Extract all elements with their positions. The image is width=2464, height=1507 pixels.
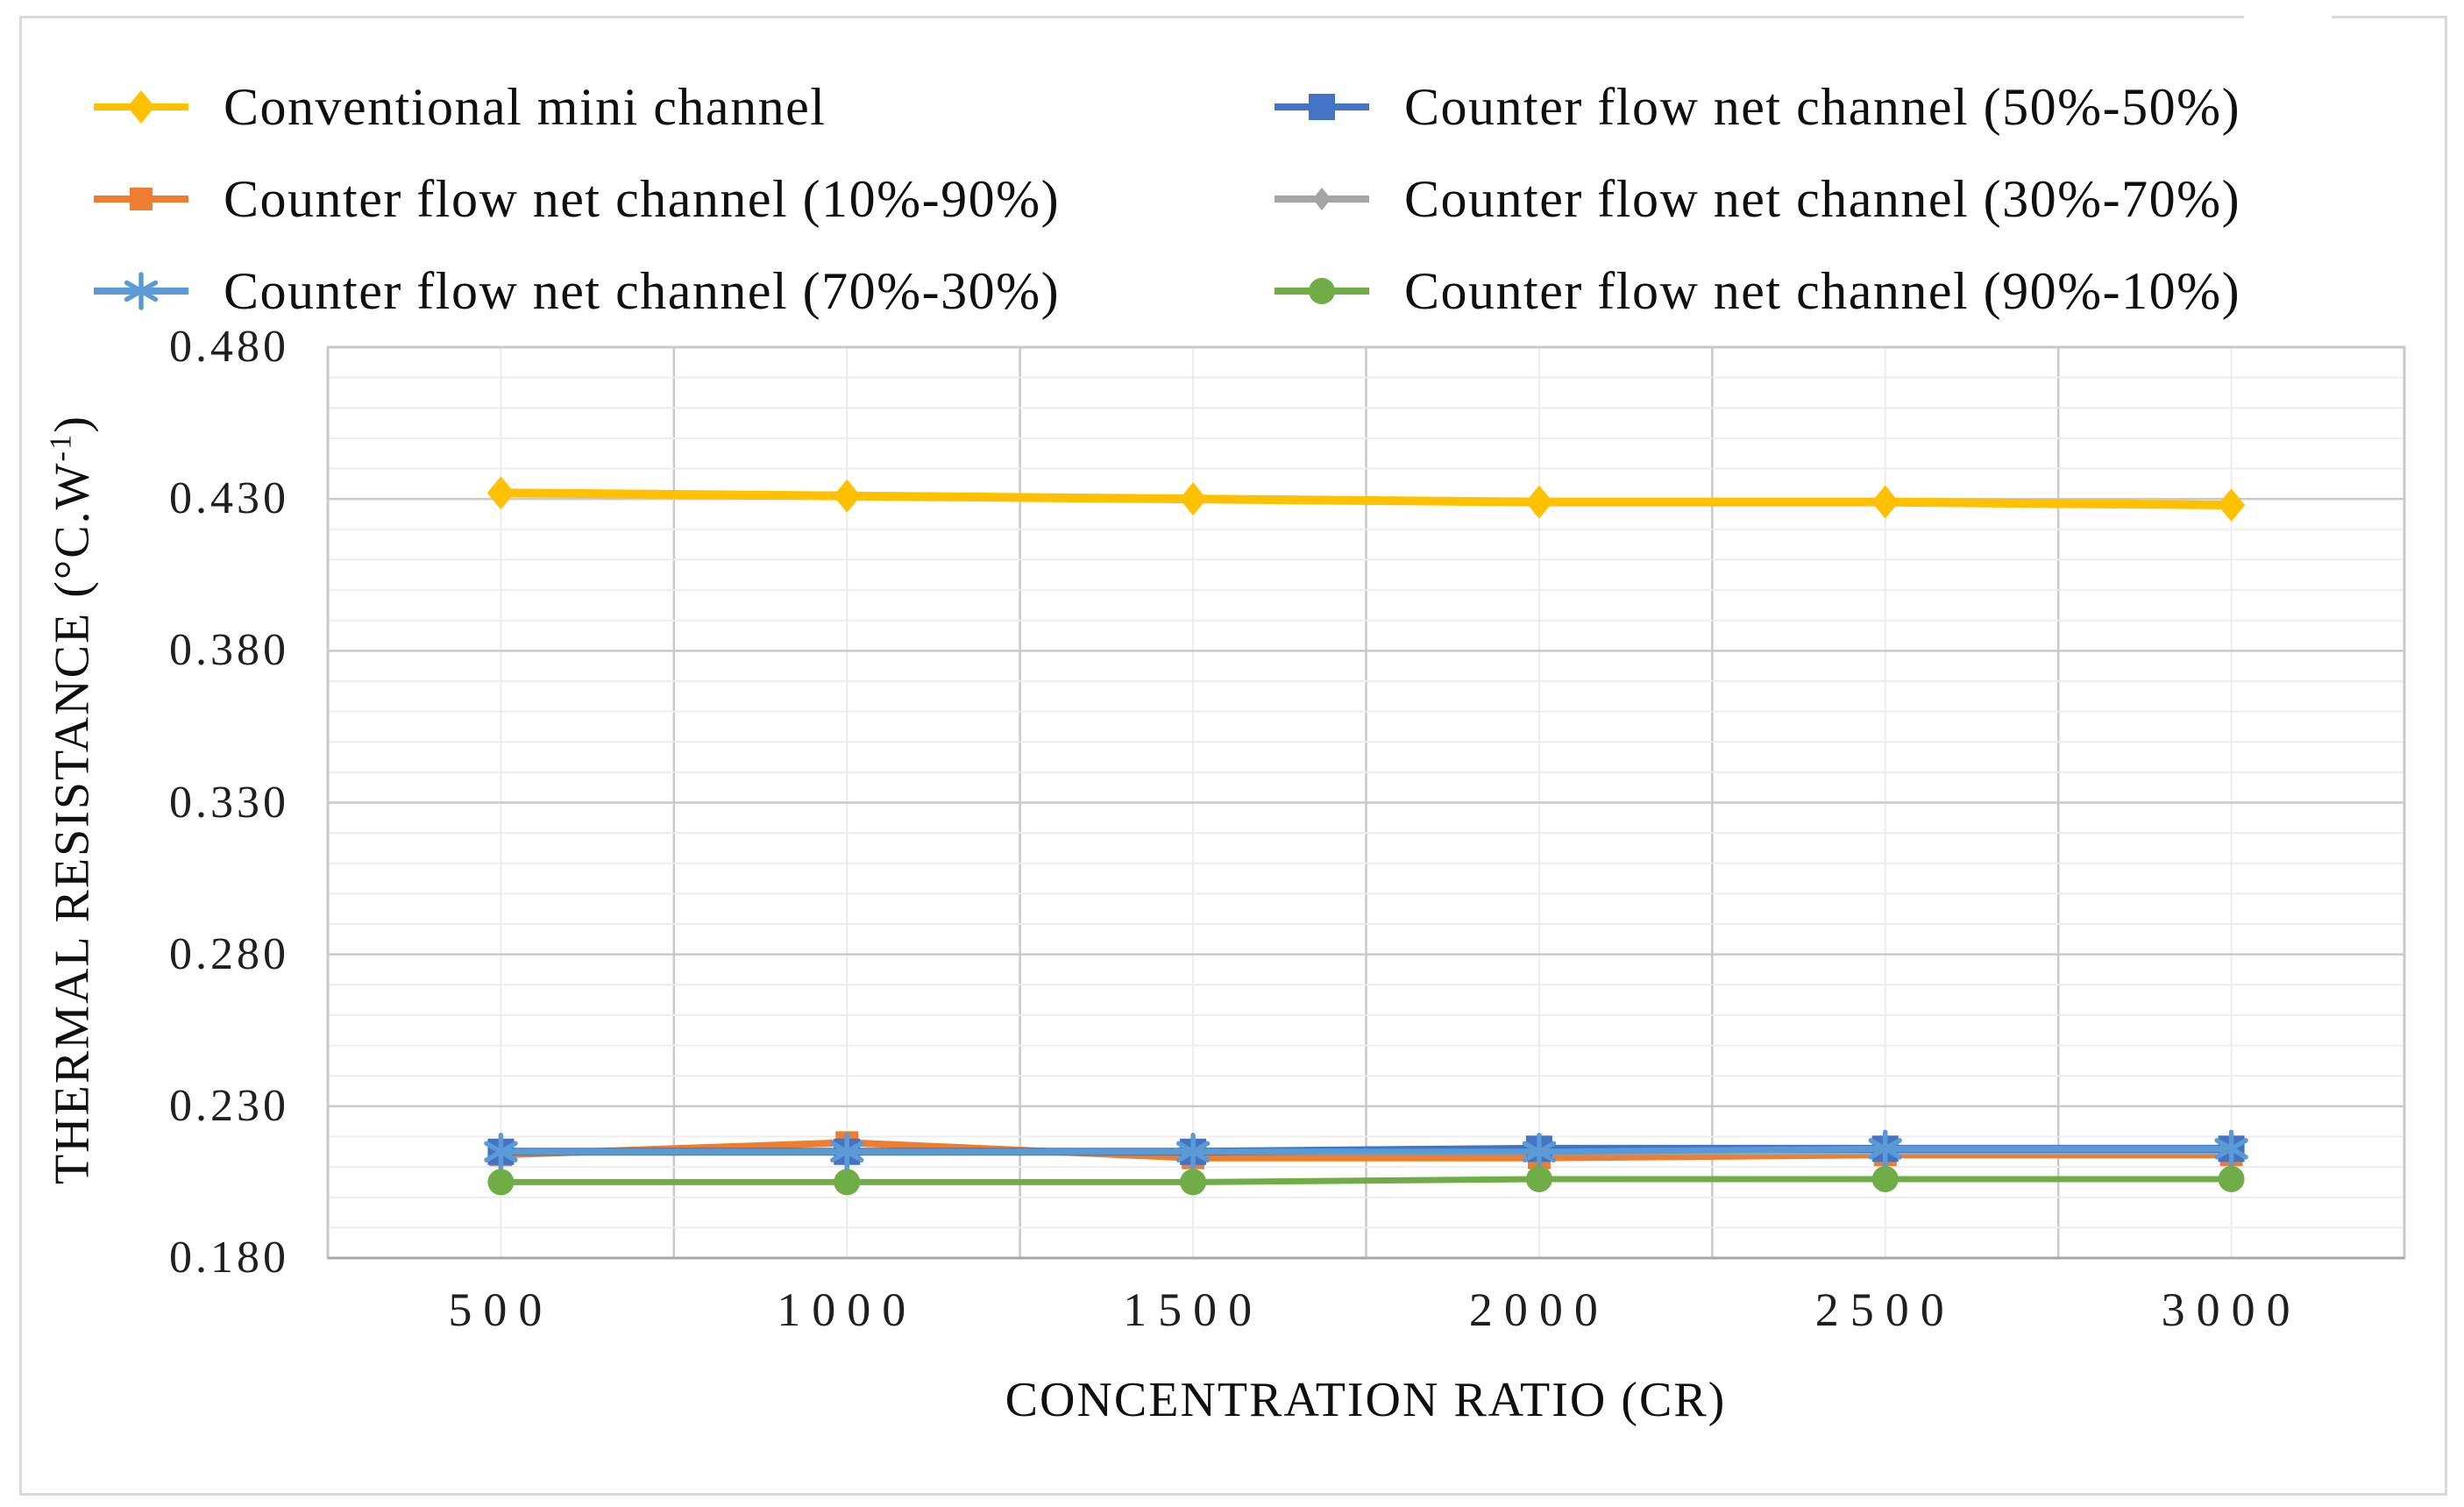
- asterisk-marker-icon: [94, 272, 188, 310]
- series-line: [496, 488, 2236, 510]
- y-tick-label: 0.480: [169, 322, 289, 372]
- legend-entry-0: Conventional mini channel: [92, 74, 826, 140]
- series-0-diamond: [486, 476, 2246, 522]
- legend-entry-3: Counter flow net channel (50%-50%): [1273, 74, 2240, 140]
- series-line: [497, 1176, 2235, 1185]
- y-tick-label: 0.180: [169, 1233, 289, 1283]
- x-tick-label: 1000: [777, 1283, 918, 1336]
- y-tick-label: 0.280: [169, 928, 289, 979]
- y-axis-title-suffix: ): [45, 414, 100, 433]
- border-gap: [2244, 9, 2332, 25]
- square-marker-icon: [94, 188, 188, 210]
- legend-entry-4: Counter flow net channel (30%-70%): [1273, 166, 2240, 232]
- legend-entry-5: Counter flow net channel (90%-10%): [1273, 258, 2240, 324]
- y-axis-title-superscript: -1: [43, 432, 78, 462]
- series-5-circle: [487, 1165, 2245, 1196]
- y-tick-label: 0.430: [169, 473, 289, 524]
- legend-entry-2: Counter flow net channel (70%-30%): [92, 258, 1060, 324]
- diamond-marker-icon: [1275, 188, 1369, 210]
- y-tick-label: 0.330: [169, 777, 289, 828]
- legend-entry-1: Counter flow net channel (10%-90%): [92, 166, 1060, 232]
- legend-label: Conventional mini channel: [224, 77, 827, 136]
- y-axis-title-text: THERMAL RESISTANCE (°C.W: [45, 461, 100, 1185]
- gridlines: [326, 345, 2406, 1260]
- y-axis-title: THERMAL RESISTANCE (°C.W-1): [44, 415, 101, 1184]
- square-marker-icon: [1275, 94, 1369, 120]
- series-line: [497, 1145, 2235, 1155]
- legend-label: Counter flow net channel (50%-50%): [1404, 77, 2241, 136]
- x-axis-title: CONCENTRATION RATIO (CR): [1005, 1373, 1727, 1427]
- x-tick-label: 3000: [2161, 1283, 2302, 1336]
- x-tick-label: 2000: [1468, 1283, 1609, 1336]
- figure-border: [19, 16, 2447, 1496]
- x-tick-label: 500: [448, 1283, 554, 1336]
- legend-label: Counter flow net channel (30%-70%): [1404, 169, 2241, 228]
- circle-marker-icon: [1275, 278, 1369, 304]
- y-tick-label: 0.380: [169, 625, 289, 676]
- legend-label: Counter flow net channel (70%-30%): [224, 261, 1061, 320]
- x-tick-label: 1500: [1123, 1283, 1264, 1336]
- series-4-asterisk: [484, 1129, 2248, 1171]
- legend-label: Counter flow net channel (90%-10%): [1404, 261, 2241, 320]
- x-tick-label: 2500: [1814, 1283, 1956, 1336]
- y-tick-label: 0.230: [169, 1080, 289, 1131]
- legend-label: Counter flow net channel (10%-90%): [224, 169, 1061, 228]
- diamond-marker-icon: [94, 90, 188, 124]
